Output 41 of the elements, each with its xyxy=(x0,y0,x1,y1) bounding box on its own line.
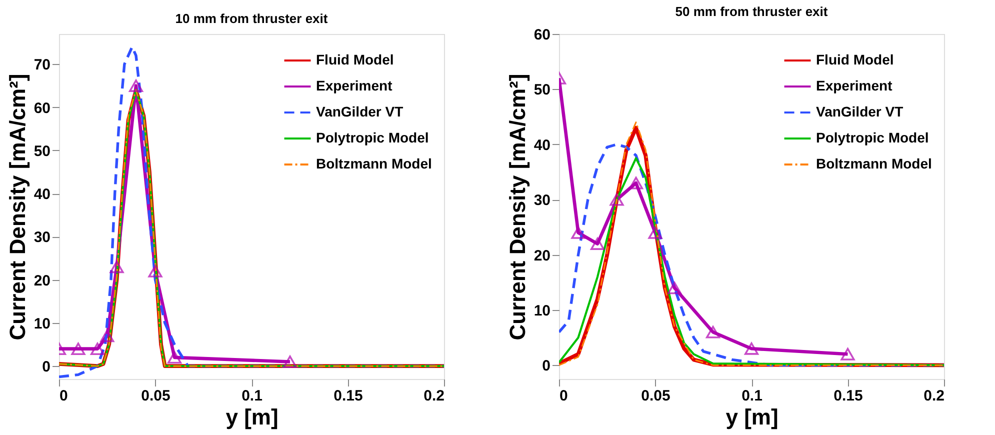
x-tick-label: 0.2 xyxy=(424,388,444,404)
legend-label: VanGilder VT xyxy=(316,104,404,120)
y-tick-label: 50 xyxy=(34,142,50,160)
y-tick-label: 0 xyxy=(42,358,50,376)
chart-title: 50 mm from thruster exit xyxy=(675,4,828,19)
y-tick-label: 70 xyxy=(34,56,50,74)
y-tick-label: 10 xyxy=(534,302,550,320)
y-tick-label: 0 xyxy=(542,358,550,375)
legend-label: Fluid Model xyxy=(316,52,394,68)
x-tick-label: 0.15 xyxy=(334,388,363,404)
x-tick-label: 0.2 xyxy=(924,388,944,404)
x-axis-title: y [m] xyxy=(226,404,278,430)
legend-label: Polytropic Model xyxy=(316,130,429,146)
legend-label: VanGilder VT xyxy=(816,104,904,120)
legend-label: Boltzmann Model xyxy=(316,156,432,172)
x-tick-label: 0.05 xyxy=(141,388,170,404)
y-tick-label: 60 xyxy=(534,26,550,44)
x-tick-label: 0.05 xyxy=(641,388,670,404)
chart-title: 10 mm from thruster exit xyxy=(175,11,328,26)
legend-label: Boltzmann Model xyxy=(816,156,932,172)
legend-label: Polytropic Model xyxy=(816,130,929,146)
y-tick-label: 20 xyxy=(34,272,50,290)
legend-label: Fluid Model xyxy=(816,52,894,68)
y-tick-label: 10 xyxy=(34,315,50,332)
y-tick-label: 40 xyxy=(534,136,550,154)
y-axis-title: Current Density [mA/cm²] xyxy=(4,74,30,340)
x-tick-label: 0.1 xyxy=(242,388,262,404)
y-tick-label: 30 xyxy=(534,192,550,210)
legend-label: Experiment xyxy=(316,78,393,94)
x-tick-label: 0.1 xyxy=(742,388,762,404)
y-tick-label: 20 xyxy=(534,247,550,264)
y-tick-label: 50 xyxy=(534,82,550,99)
y-axis-title: Current Density [mA/cm²] xyxy=(504,74,530,340)
x-tick-label: 0 xyxy=(560,388,568,404)
x-tick-label: 0.15 xyxy=(834,388,863,404)
x-tick-label: 0 xyxy=(60,388,68,404)
legend-label: Experiment xyxy=(816,78,893,94)
x-axis-title: y [m] xyxy=(726,404,778,430)
y-tick-label: 30 xyxy=(34,229,50,246)
y-tick-label: 60 xyxy=(34,100,50,117)
y-tick-label: 40 xyxy=(34,186,50,204)
